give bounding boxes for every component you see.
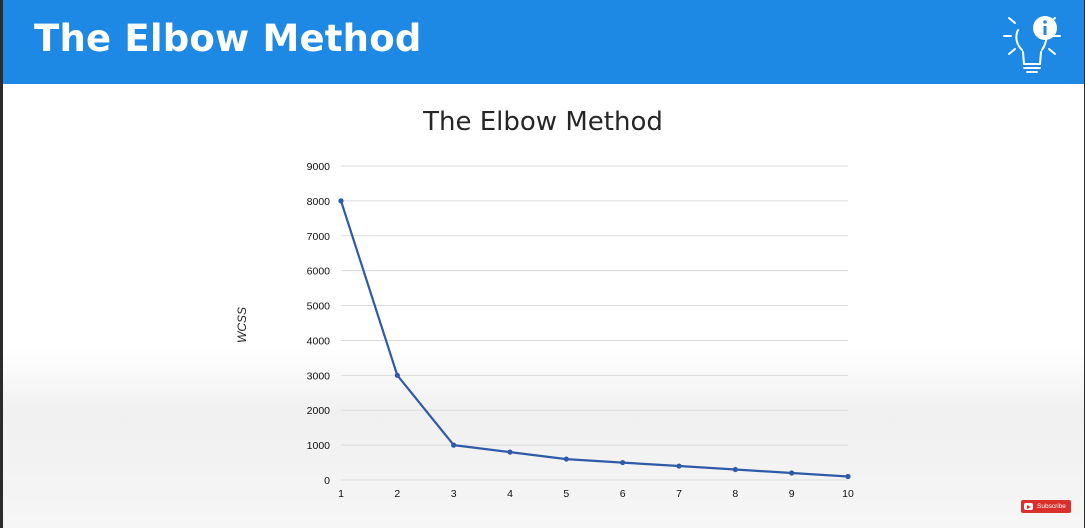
grid-lines — [341, 165, 848, 481]
series-wcss — [338, 198, 851, 480]
x-tick-label: 3 — [451, 488, 457, 500]
x-tick-label: 10 — [842, 488, 854, 500]
data-point — [338, 198, 344, 204]
header-bar: The Elbow Method — [3, 0, 1084, 84]
lightbulb-info-icon — [1003, 16, 1061, 73]
subscribe-badge[interactable]: Subscribe — [1021, 500, 1071, 513]
y-axis-label: WCSS — [235, 307, 249, 343]
data-point — [507, 449, 513, 455]
x-tick-label: 9 — [789, 488, 795, 500]
x-axis-ticks: 1 2 3 4 5 6 7 8 9 10 — [338, 488, 854, 500]
x-tick-label: 2 — [394, 488, 400, 500]
x-tick-label: 7 — [676, 488, 682, 500]
data-point — [563, 456, 569, 462]
data-point — [451, 442, 457, 448]
data-point — [620, 459, 626, 466]
y-tick-label: 0 — [324, 475, 330, 487]
y-axis-ticks: 0 1000 2000 3000 4000 5000 6000 7000 8000 9000 — [307, 161, 331, 487]
subscribe-label: Subscribe — [1037, 503, 1066, 510]
y-tick-label: 6000 — [307, 266, 331, 278]
x-tick-label: 1 — [338, 488, 344, 500]
y-tick-label: 3000 — [307, 370, 331, 382]
data-point — [845, 473, 851, 480]
y-tick-label: 7000 — [307, 231, 331, 243]
x-tick-label: 8 — [732, 488, 738, 500]
series-line — [339, 200, 849, 478]
y-tick-label: 1000 — [307, 440, 331, 452]
y-tick-label: 4000 — [307, 335, 331, 347]
elbow-chart: The Elbow Method 01000200030004000500060… — [235, 107, 854, 500]
data-point — [394, 372, 400, 378]
y-tick-label: 8000 — [307, 196, 331, 208]
youtube-play-icon — [1024, 503, 1033, 510]
x-tick-label: 5 — [563, 488, 569, 500]
page-title: The Elbow Method — [34, 17, 422, 60]
x-tick-label: 6 — [620, 488, 626, 500]
y-tick-label: 2000 — [307, 405, 331, 417]
chart-title: The Elbow Method — [422, 107, 663, 137]
data-point — [789, 470, 795, 476]
y-tick-label: 5000 — [307, 301, 331, 313]
x-tick-label: 4 — [507, 488, 513, 500]
data-point — [676, 463, 682, 469]
data-point — [732, 466, 738, 473]
y-tick-label: 9000 — [307, 161, 331, 173]
